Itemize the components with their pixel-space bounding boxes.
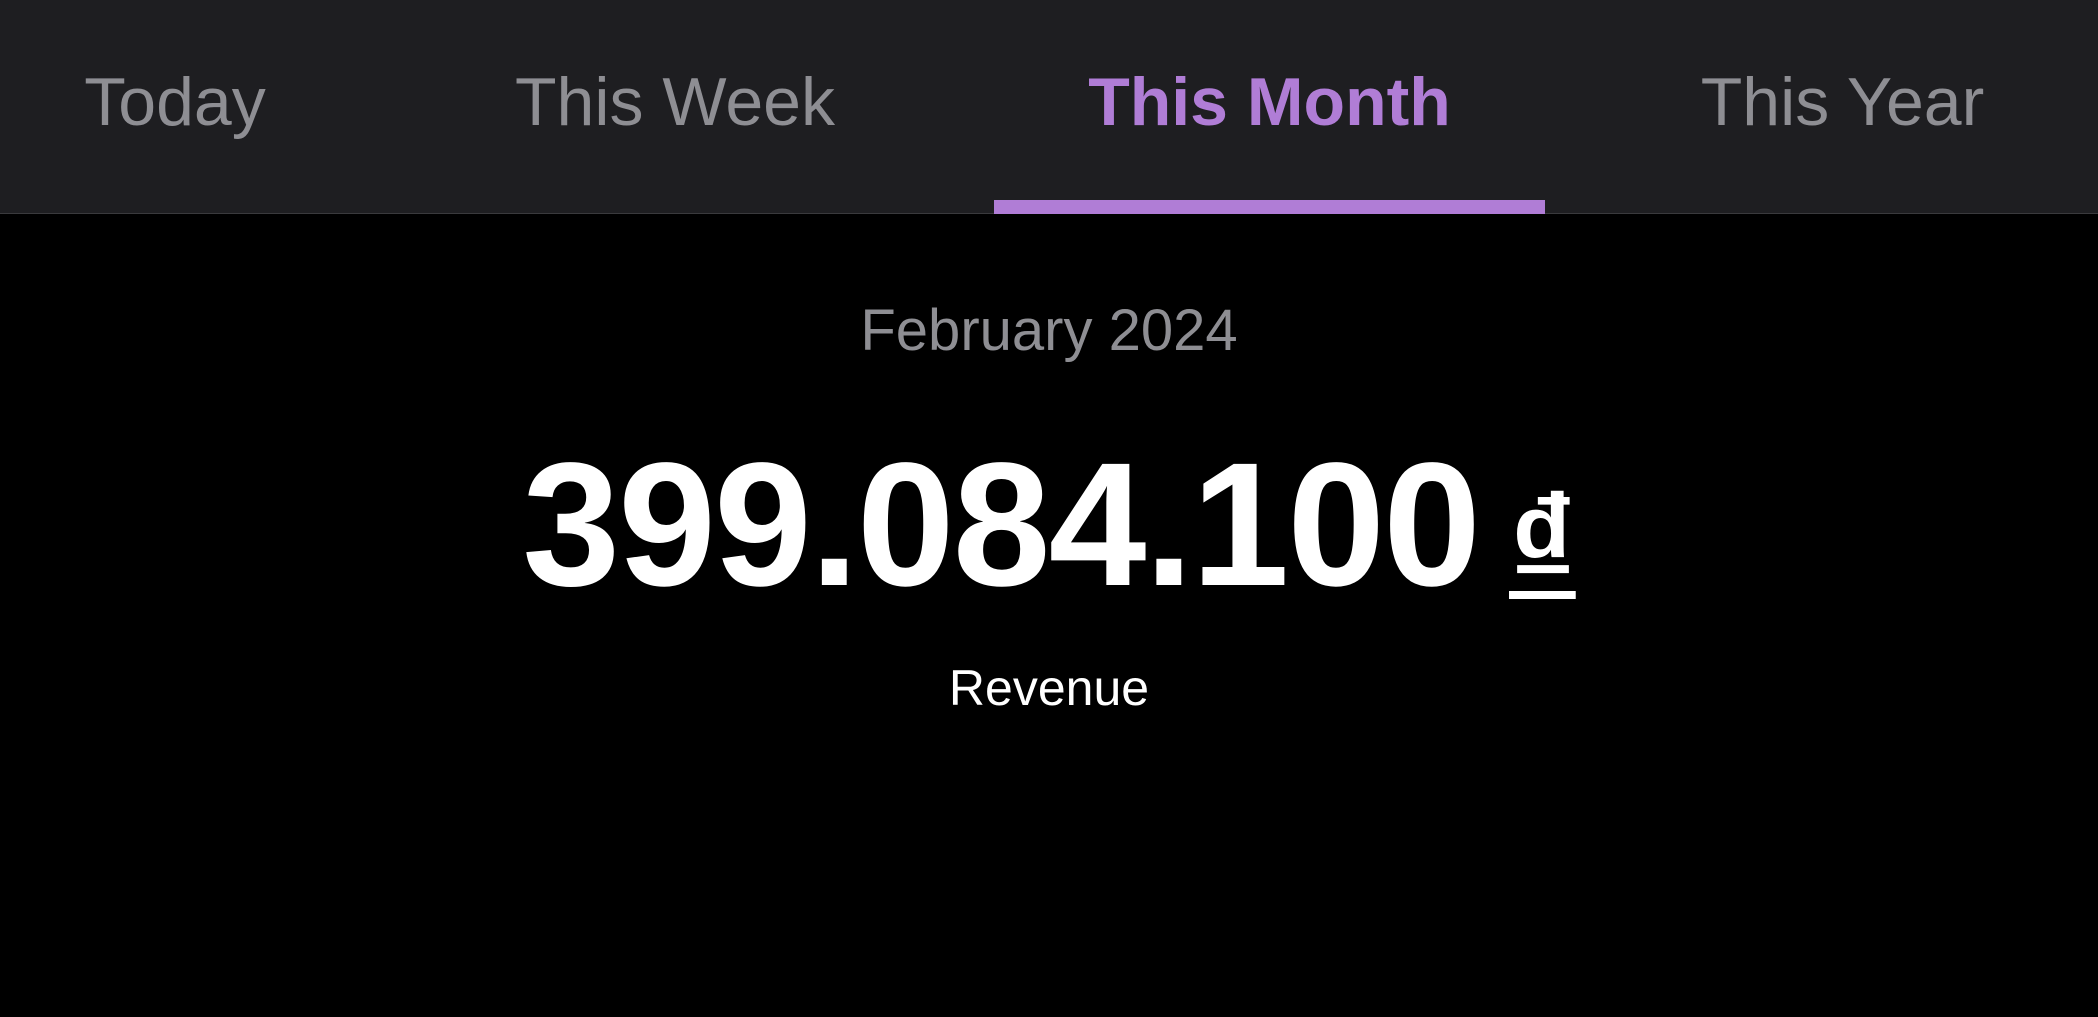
period-label: February 2024 (860, 298, 1238, 363)
revenue-amount-value: 399.084.100 (522, 427, 1481, 623)
period-tab-bar: Today This Week This Month This Year (0, 0, 2098, 214)
tab-this-month[interactable]: This Month (994, 0, 1545, 214)
revenue-summary: February 2024 399.084.100 ₫ Revenue (0, 214, 2098, 1017)
revenue-amount: 399.084.100 ₫ (0, 430, 2098, 635)
revenue-caption: Revenue (948, 660, 1150, 716)
currency-symbol: ₫ (1509, 467, 1576, 613)
tab-label-today: Today (84, 64, 266, 140)
tab-this-week[interactable]: This Week (470, 0, 880, 214)
tab-label-this-year: This Year (1700, 64, 1985, 140)
active-tab-indicator (994, 200, 1545, 214)
tab-today[interactable]: Today (40, 0, 310, 214)
tab-this-year[interactable]: This Year (1660, 0, 2025, 214)
tab-label-this-week: This Week (515, 64, 835, 140)
tab-label-this-month: This Month (1088, 64, 1451, 140)
